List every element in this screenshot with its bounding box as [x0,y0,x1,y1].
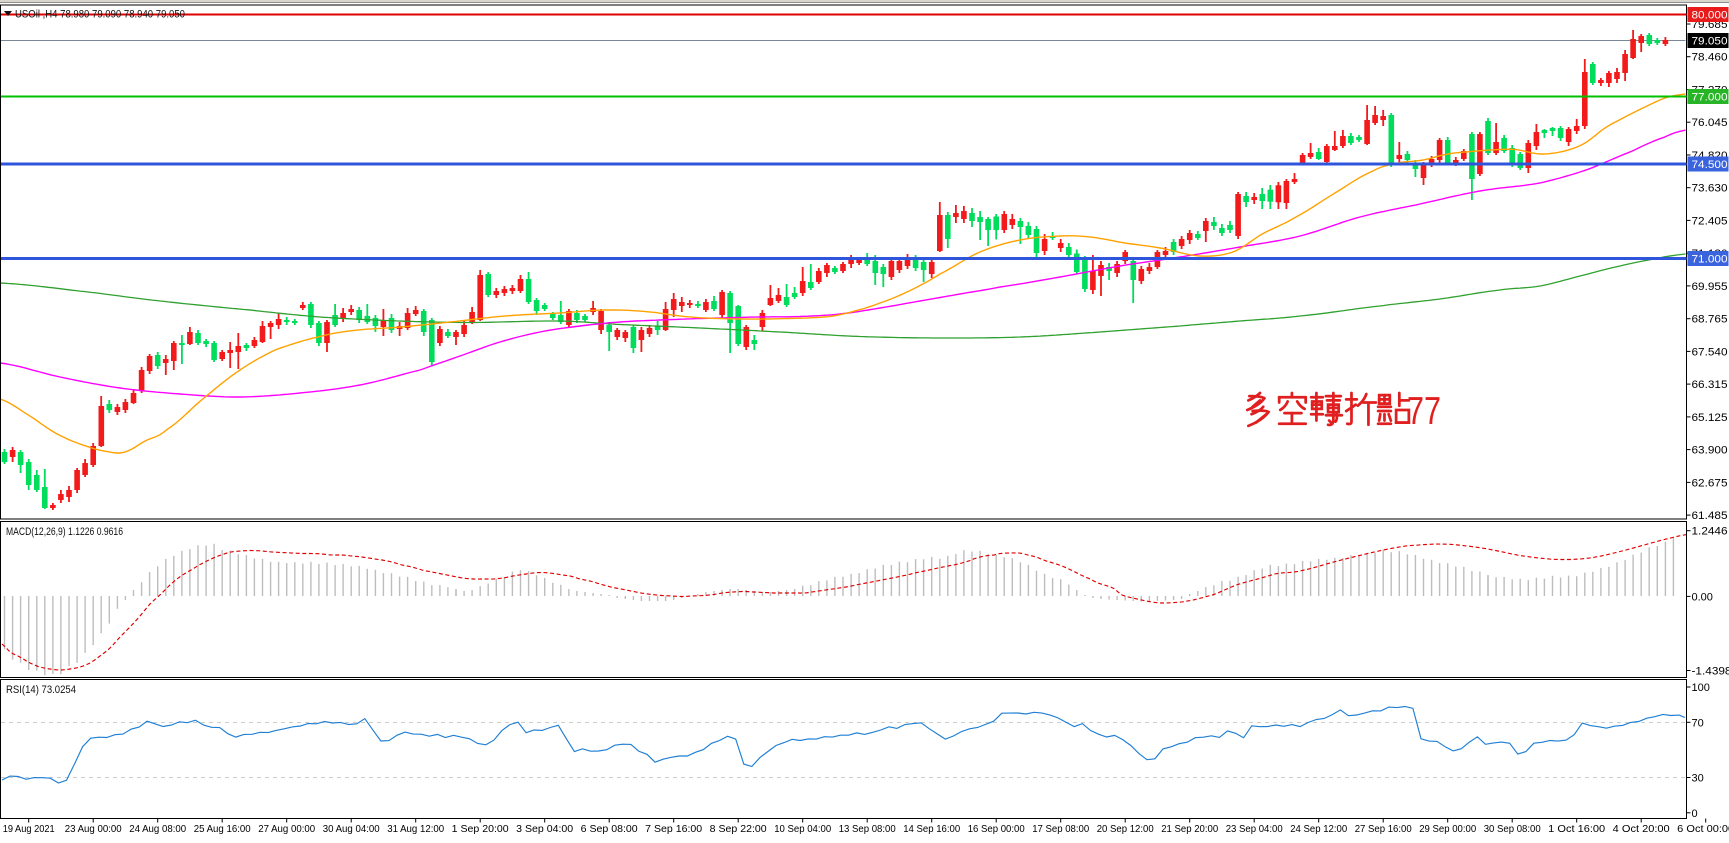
svg-text:1 Oct 16:00: 1 Oct 16:00 [1548,823,1605,835]
svg-text:29 Sep 00:00: 29 Sep 00:00 [1419,823,1476,835]
svg-text:69.955: 69.955 [1692,281,1728,293]
svg-text:66.315: 66.315 [1692,379,1728,391]
svg-text:78.460: 78.460 [1692,52,1728,64]
svg-text:24 Aug 08:00: 24 Aug 08:00 [129,823,186,835]
svg-text:71.000: 71.000 [1692,254,1728,266]
svg-text:7 Sep 16:00: 7 Sep 16:00 [645,823,702,835]
svg-text:1 Sep 20:00: 1 Sep 20:00 [452,823,509,835]
svg-text:72.405: 72.405 [1692,215,1728,227]
svg-text:68.765: 68.765 [1692,314,1728,326]
svg-text:4 Oct 20:00: 4 Oct 20:00 [1613,823,1670,835]
svg-text:25 Aug 16:00: 25 Aug 16:00 [194,823,251,835]
svg-text:16 Sep 00:00: 16 Sep 00:00 [968,823,1025,835]
svg-text:14 Sep 16:00: 14 Sep 16:00 [903,823,960,835]
svg-text:8 Sep 22:00: 8 Sep 22:00 [710,823,767,835]
svg-text:21 Sep 20:00: 21 Sep 20:00 [1161,823,1218,835]
svg-text:23 Aug 00:00: 23 Aug 00:00 [65,823,122,835]
svg-text:80.000: 80.000 [1692,10,1728,22]
svg-text:30: 30 [1692,773,1704,785]
svg-text:10 Sep 04:00: 10 Sep 04:00 [774,823,831,835]
svg-text:100: 100 [1692,682,1710,694]
svg-text:0: 0 [1692,808,1698,820]
svg-text:65.125: 65.125 [1692,412,1728,424]
svg-text:6 Sep 08:00: 6 Sep 08:00 [581,823,638,835]
svg-text:23 Sep 04:00: 23 Sep 04:00 [1226,823,1283,835]
svg-text:67.540: 67.540 [1692,346,1728,358]
svg-text:73.630: 73.630 [1692,183,1728,195]
svg-text:76.045: 76.045 [1692,117,1728,129]
svg-text:61.485: 61.485 [1692,510,1728,522]
svg-text:70: 70 [1692,717,1704,729]
svg-text:24 Sep 12:00: 24 Sep 12:00 [1290,823,1347,835]
svg-text:62.675: 62.675 [1692,477,1728,489]
svg-text:74.500: 74.500 [1692,159,1728,171]
svg-text:30 Aug 04:00: 30 Aug 04:00 [323,823,380,835]
svg-text:30 Sep 08:00: 30 Sep 08:00 [1484,823,1541,835]
svg-text:79.050: 79.050 [1692,36,1728,48]
svg-text:USOil ,H4 78.980 79.090 78.94: USOil ,H4 78.980 79.090 78.940 79.050 [15,9,185,21]
svg-text:MACD(12,26,9) 1.1226 0.9616: MACD(12,26,9) 1.1226 0.9616 [6,526,123,538]
svg-text:1.2446: 1.2446 [1692,526,1728,538]
svg-text:27 Aug 00:00: 27 Aug 00:00 [258,823,315,835]
svg-text:3 Sep 04:00: 3 Sep 04:00 [516,823,573,835]
svg-text:63.900: 63.900 [1692,445,1728,457]
svg-text:13 Sep 08:00: 13 Sep 08:00 [839,823,896,835]
svg-text:-1.4398: -1.4398 [1692,666,1729,678]
svg-text:17 Sep 08:00: 17 Sep 08:00 [1032,823,1089,835]
svg-text:77.000: 77.000 [1692,92,1728,104]
svg-text:6 Oct 00:00: 6 Oct 00:00 [1677,823,1729,835]
svg-text:27 Sep 16:00: 27 Sep 16:00 [1355,823,1412,835]
svg-text:0.00: 0.00 [1692,591,1713,603]
svg-text:77: 77 [1407,390,1441,433]
svg-text:31 Aug 12:00: 31 Aug 12:00 [387,823,444,835]
svg-text:20 Sep 12:00: 20 Sep 12:00 [1097,823,1154,835]
svg-text:19 Aug 2021: 19 Aug 2021 [3,823,55,835]
svg-text:RSI(14) 73.0254: RSI(14) 73.0254 [6,684,76,696]
